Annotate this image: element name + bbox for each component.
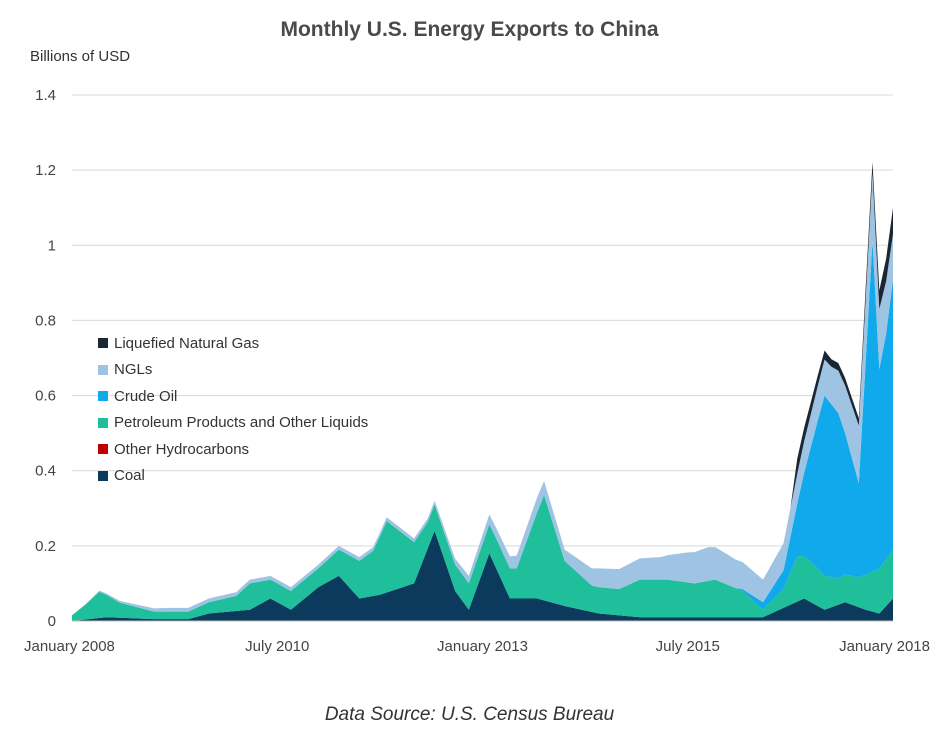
y-tick-label: 0.6: [35, 388, 56, 405]
x-tick-label: January 2008: [24, 638, 115, 655]
y-tick-label: 0.8: [35, 312, 56, 329]
series-area-coal: [72, 530, 893, 621]
x-tick-label: January 2013: [437, 638, 528, 655]
y-tick-label: 0.2: [35, 538, 56, 555]
y-tick-label: 1.2: [35, 162, 56, 179]
x-tick-label: July 2015: [656, 638, 720, 655]
x-tick-label: July 2010: [245, 638, 309, 655]
legend-swatch: [98, 364, 108, 375]
legend-label: Crude Oil: [114, 387, 178, 405]
legend-swatch: [98, 470, 108, 481]
legend-label: NGLs: [114, 361, 153, 379]
y-tick-label: 0.4: [35, 463, 56, 480]
legend-item: NGLs: [98, 357, 368, 384]
legend-label: Other Hydrocarbons: [114, 440, 250, 458]
legend-item: Liquefied Natural Gas: [98, 330, 368, 357]
legend: Liquefied Natural Gas NGLs Crude Oil Petrol…: [98, 330, 368, 489]
legend-label: Petroleum Products and Other Liquids: [114, 414, 369, 432]
y-tick-label: 1.4: [35, 87, 56, 104]
legend-item: Petroleum Products and Other Liquids: [98, 410, 368, 437]
y-tick-label: 0: [48, 613, 56, 630]
legend-label: Coal: [114, 467, 145, 485]
legend-label: Liquefied Natural Gas: [114, 334, 260, 352]
y-axis-label: Billions of USD: [30, 48, 131, 65]
legend-swatch: [98, 444, 108, 455]
series-areas: [72, 162, 893, 621]
legend-item: Crude Oil: [98, 383, 368, 410]
axes: 0 0.2 0.4 0.6 0.8 1 1.2 1.4 January 2008 July 201…: [24, 87, 930, 655]
data-source-note: Data Source: U.S. Census Bureau: [324, 704, 615, 725]
x-tick-label: January 2018: [839, 638, 930, 655]
legend-item: Coal: [98, 463, 368, 490]
y-tick-label: 1: [48, 237, 56, 254]
gridlines: [72, 94, 893, 547]
legend-swatch: [98, 391, 108, 402]
legend-item: Other Hydrocarbons: [98, 436, 368, 463]
series-area-petroleum-products-and-other-liquids: [72, 495, 893, 621]
chart-title: Monthly U.S. Energy Exports to China: [280, 18, 659, 41]
legend-swatch: [98, 417, 108, 428]
legend-swatch: [98, 338, 108, 349]
